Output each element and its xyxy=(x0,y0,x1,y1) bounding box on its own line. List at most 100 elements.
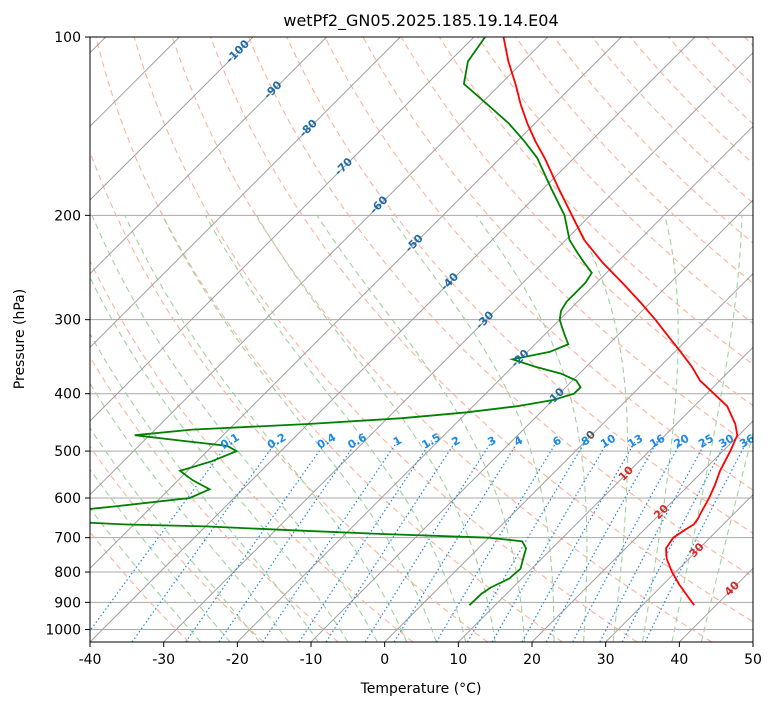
mixing-ratio-line xyxy=(131,440,278,642)
mixing-ratio-line xyxy=(298,440,432,642)
mixing-ratio-label: 30 xyxy=(717,432,737,451)
dry-adiabat-line xyxy=(133,37,638,642)
moist-adiabat-line xyxy=(90,507,201,642)
mixing-ratio-line xyxy=(185,440,328,642)
moist-adiabat-line xyxy=(205,215,467,642)
mixing-ratio-label: 36 xyxy=(737,432,757,451)
mixing-ratio-line xyxy=(572,440,683,642)
mixing-ratio-label: 1.5 xyxy=(420,431,443,452)
y-tick-label: 900 xyxy=(54,595,81,611)
dry-adiabat-line xyxy=(324,37,753,491)
mixing-ratio-line xyxy=(545,440,659,642)
dry-adiabat-line xyxy=(90,259,414,642)
mixing-ratio-line xyxy=(325,440,457,642)
isotherm-line xyxy=(90,37,696,642)
isotherm-line xyxy=(384,272,753,642)
y-tick-label: 300 xyxy=(54,313,81,329)
x-tick-label: -30 xyxy=(152,652,175,668)
chart-title: wetPf2_GN05.2025.185.19.14.E04 xyxy=(283,11,558,31)
moist-adiabat-line xyxy=(90,468,231,642)
x-tick-label: 30 xyxy=(597,652,615,668)
y-tick-label: 1000 xyxy=(45,622,81,638)
mixing-ratio-line xyxy=(621,440,728,642)
moist-adiabat-line xyxy=(671,215,743,642)
moist-adiabat-line xyxy=(90,332,319,642)
mixing-ratio-line xyxy=(599,440,707,642)
dry-adiabat-line xyxy=(515,37,753,284)
mixing-ratio-label: 1 xyxy=(391,434,404,449)
isotherm-line xyxy=(90,37,549,496)
dry-adiabat-line xyxy=(744,37,753,47)
isotherm-line xyxy=(236,125,753,642)
moist-adiabat-line xyxy=(389,214,555,642)
mixing-ratio-label: 0.2 xyxy=(265,431,288,452)
line-labels: -100-90-80-70-60-50-40-30-20-10010203040… xyxy=(218,37,757,599)
isotherm-line xyxy=(752,641,753,642)
x-tick-label: 40 xyxy=(670,652,688,668)
mixing-ratio-line xyxy=(644,440,748,642)
moist-adiabat-line xyxy=(641,215,679,642)
x-axis: -40 -30 -20 -10 0 10 20 30 40 50 xyxy=(79,642,762,668)
dry-adiabat-line xyxy=(171,37,712,642)
mixing-ratio-label: 0.6 xyxy=(345,431,369,452)
mixing-ratio-line xyxy=(491,440,609,642)
mixing-ratio-line xyxy=(393,440,520,642)
mixing-ratio-line xyxy=(466,440,587,642)
isotherm-label: -80 xyxy=(297,116,320,139)
isotherm-label: 40 xyxy=(722,578,742,598)
isotherm-label: -60 xyxy=(367,193,390,216)
mixing-ratio-line xyxy=(364,440,493,642)
plot-frame xyxy=(89,36,754,643)
isotherm-line xyxy=(90,37,475,422)
profile-lines xyxy=(90,37,739,606)
isotherm-label: -70 xyxy=(332,155,355,178)
y-tick-label: 600 xyxy=(54,491,81,507)
dry-adiabat-line xyxy=(248,37,753,578)
x-axis-label: Temperature (°C) xyxy=(360,681,482,697)
y-tick-label: 400 xyxy=(54,387,81,403)
isotherm-line xyxy=(163,51,753,642)
y-tick-label: 100 xyxy=(54,30,81,46)
dry-adiabat-line xyxy=(90,150,488,642)
mixing-ratio-line xyxy=(521,440,637,642)
mixing-ratio-label: 6 xyxy=(551,434,564,449)
mixing-ratio-label: 16 xyxy=(647,432,667,451)
mixing-ratio-label: 4 xyxy=(512,434,525,449)
moist-adiabat-line xyxy=(700,430,753,642)
y-tick-label: 500 xyxy=(54,444,81,460)
isotherm-line xyxy=(457,346,753,642)
dry-adiabat-line xyxy=(591,37,753,204)
y-tick-label: 700 xyxy=(54,531,81,547)
dry-adiabat-line xyxy=(286,37,753,534)
dry-adiabat-line xyxy=(90,445,264,642)
dry-adiabat-line xyxy=(477,37,753,325)
isotherm-line xyxy=(90,37,328,275)
mixing-ratio-line xyxy=(262,440,399,642)
mixing-ratio-label: 3 xyxy=(485,434,498,449)
mixing-ratio-label: 13 xyxy=(625,432,645,451)
moist-adiabat-line xyxy=(161,215,437,642)
isotherm-line xyxy=(90,37,401,349)
isotherm-label: -50 xyxy=(403,232,426,255)
isotherm-label: -90 xyxy=(261,78,284,101)
mixing-ratio-label: 2 xyxy=(449,434,462,449)
y-axis-label: Pressure (hPa) xyxy=(12,289,28,389)
moist-adiabat-line xyxy=(91,215,378,642)
isotherm-label: 20 xyxy=(651,502,671,522)
y-axis: 100 200 300 400 500 600 700 800 900 1000 xyxy=(45,30,90,638)
dry-adiabat-line xyxy=(706,37,753,86)
dry-adiabat-line xyxy=(95,37,563,642)
x-tick-label: 50 xyxy=(744,652,762,668)
mixing-ratio-label: 25 xyxy=(696,432,716,451)
x-tick-label: 0 xyxy=(380,652,389,668)
isotherm-line xyxy=(605,493,753,642)
sounding-profile-line xyxy=(90,37,593,606)
x-tick-label: 10 xyxy=(449,652,467,668)
moist-adiabat-line xyxy=(475,214,588,642)
x-tick-label: 20 xyxy=(523,652,541,668)
dry-adiabat-line xyxy=(90,356,339,642)
dry-adiabat-line xyxy=(209,37,753,623)
isotherm-line xyxy=(310,199,753,642)
mixing-ratio-label: 0.1 xyxy=(218,431,241,452)
